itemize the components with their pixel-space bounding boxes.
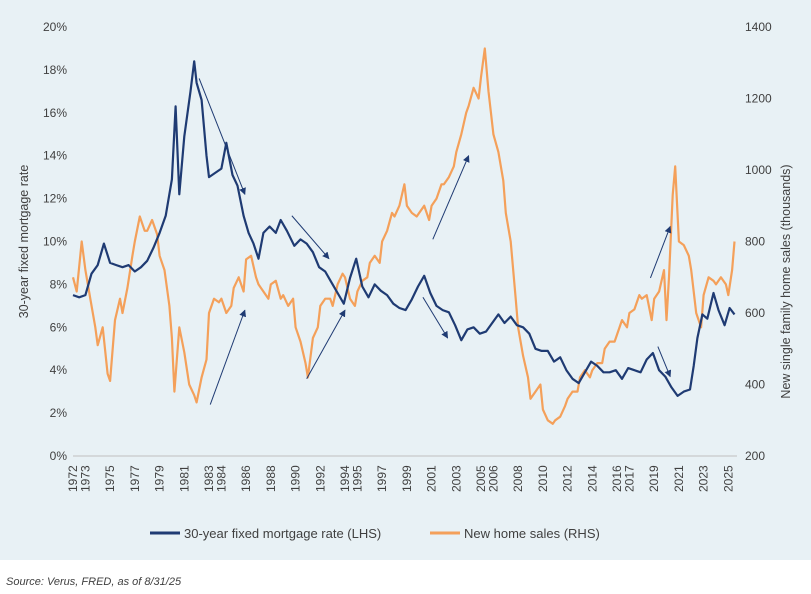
x-tick-label: 1988 [264, 465, 278, 492]
x-tick-label: 1992 [313, 465, 327, 492]
x-tick-label: 2003 [449, 465, 463, 492]
y-left-tick-label: 18% [43, 63, 67, 77]
trend-arrow [649, 225, 672, 279]
trend-arrow [422, 297, 449, 339]
source-note: Source: Verus, FRED, as of 8/31/25 [6, 576, 182, 588]
x-tick-label: 2025 [721, 465, 735, 492]
y-right-tick-label: 200 [745, 449, 765, 463]
x-tick-label: 2010 [536, 465, 550, 492]
y-left-tick-label: 16% [43, 106, 67, 120]
x-tick-label: 1983 [202, 465, 216, 492]
y-right-tick-label: 400 [745, 378, 765, 392]
x-tick-label: 2001 [425, 465, 439, 492]
x-tick-label: 2021 [672, 465, 686, 492]
x-tick-label: 1972 [66, 465, 80, 492]
trend-arrow [306, 309, 346, 380]
x-tick-label: 1977 [128, 465, 142, 492]
x-tick-label: 2012 [561, 465, 575, 492]
y-left-tick-label: 6% [50, 320, 68, 334]
x-tick-label: 1984 [214, 465, 228, 492]
y-left-tick-label: 2% [50, 406, 68, 420]
y-left-tick-label: 0% [50, 449, 68, 463]
x-tick-label: 1995 [350, 465, 364, 492]
x-tick-label: 1979 [153, 465, 167, 492]
x-tick-label: 2017 [622, 465, 636, 492]
y-left-axis-title: 30-year fixed mortgage rate [17, 165, 31, 319]
y-right-tick-label: 600 [745, 306, 765, 320]
y-left-tick-label: 14% [43, 149, 67, 163]
x-tick-label: 1990 [289, 465, 303, 492]
x-tick-label: 2014 [585, 465, 599, 492]
legend-label: 30-year fixed mortgage rate (LHS) [184, 526, 381, 541]
y-right-tick-label: 800 [745, 235, 765, 249]
x-tick-label: 1981 [177, 465, 191, 492]
mortgage-rate-line [72, 60, 736, 397]
x-tick-label: 2016 [610, 465, 624, 492]
x-tick-label: 2023 [697, 465, 711, 492]
trend-arrow [198, 78, 246, 195]
y-right-tick-label: 1000 [745, 163, 772, 177]
y-right-axis-title: New single family home sales (thousands) [779, 164, 793, 398]
x-tick-label: 1973 [78, 465, 92, 492]
dual-axis-line-chart: 0% 2% 4% 6% 8% 10% 12% 14% 16% 18% 20% 200 400 600 800… [0, 0, 811, 560]
y-left-tick-label: 8% [50, 277, 68, 291]
trend-arrow [291, 215, 330, 260]
legend-label: New home sales (RHS) [464, 526, 600, 541]
x-tick-label: 2005 [474, 465, 488, 492]
y-right-tick-label: 1200 [745, 92, 772, 106]
x-tick-label: 2019 [647, 465, 661, 492]
home-sales-line [71, 47, 736, 425]
y-left-tick-label: 10% [43, 235, 67, 249]
x-tick-label: 1999 [400, 465, 414, 492]
x-tick-label: 1997 [375, 465, 389, 492]
trend-arrow [657, 346, 672, 378]
chart-background [0, 0, 811, 560]
y-left-tick-label: 12% [43, 192, 67, 206]
x-tick-label: 2008 [511, 465, 525, 492]
x-tick-label: 1986 [239, 465, 253, 492]
x-tick-label: 1975 [103, 465, 117, 492]
trend-arrow [432, 155, 470, 240]
y-left-tick-label: 20% [43, 20, 67, 34]
x-tick-label: 1994 [338, 465, 352, 492]
x-tick-label: 2006 [486, 465, 500, 492]
y-right-tick-label: 1400 [745, 20, 772, 34]
y-left-tick-label: 4% [50, 363, 68, 377]
trend-arrow [209, 309, 246, 405]
